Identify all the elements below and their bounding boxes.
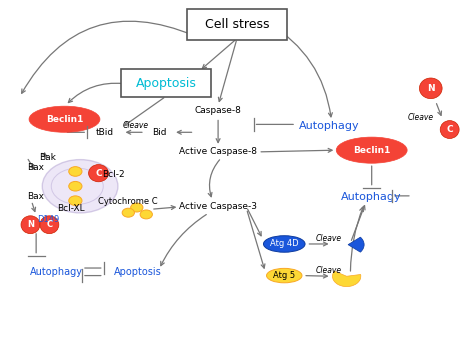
FancyBboxPatch shape [187,9,287,40]
Text: tBid: tBid [96,128,114,138]
Text: N: N [27,220,34,229]
Text: Beclin1: Beclin1 [46,115,83,124]
Circle shape [140,210,153,219]
Text: Cleave: Cleave [407,113,433,122]
Text: Autophagy: Autophagy [30,267,83,277]
Text: Cytochrome C: Cytochrome C [99,197,158,206]
Ellipse shape [42,160,118,213]
Text: Cleave: Cleave [316,266,342,275]
Text: Bcl-XL: Bcl-XL [57,204,84,213]
Circle shape [69,196,82,206]
Ellipse shape [29,106,100,132]
Text: Autophagy: Autophagy [299,121,359,131]
Text: Bax: Bax [27,163,44,172]
Text: Active Caspase-3: Active Caspase-3 [179,203,257,211]
Circle shape [69,167,82,176]
Text: Cleave: Cleave [122,121,148,130]
Ellipse shape [419,78,442,99]
Text: C: C [447,125,453,134]
Text: Bax: Bax [27,192,44,201]
Text: D149: D149 [37,215,59,224]
Ellipse shape [440,121,459,138]
Text: Bcl-2: Bcl-2 [102,170,125,179]
Circle shape [69,181,82,191]
Ellipse shape [51,168,103,204]
Text: Atg 5: Atg 5 [273,271,295,280]
Text: Cleave: Cleave [316,234,342,243]
Ellipse shape [21,216,40,234]
Circle shape [122,208,135,217]
Text: Active Caspase-8: Active Caspase-8 [179,147,257,156]
Ellipse shape [40,216,59,234]
Text: Bid: Bid [152,128,166,138]
Text: C: C [46,220,53,229]
Text: Bak: Bak [39,152,56,161]
Ellipse shape [89,165,109,182]
Wedge shape [332,271,361,287]
Text: Autophagy: Autophagy [341,191,401,201]
Text: Beclin1: Beclin1 [353,146,391,155]
Text: Apoptosis: Apoptosis [136,77,197,90]
Text: Atg 4D: Atg 4D [270,239,299,248]
Ellipse shape [266,268,302,283]
Text: Cell stress: Cell stress [205,18,269,31]
Text: N: N [427,84,435,93]
Circle shape [131,203,143,212]
Text: Apoptosis: Apoptosis [114,267,162,277]
Wedge shape [348,237,364,252]
Text: Caspase-8: Caspase-8 [195,106,242,115]
FancyBboxPatch shape [121,69,211,97]
Ellipse shape [264,236,305,252]
Text: C: C [95,169,102,178]
Ellipse shape [336,137,407,163]
